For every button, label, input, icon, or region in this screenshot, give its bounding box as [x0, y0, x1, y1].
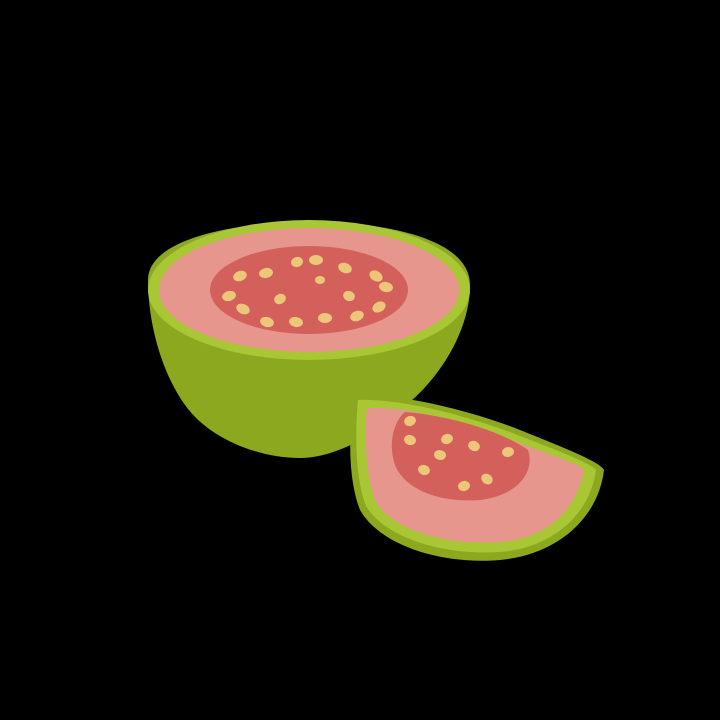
seed — [379, 281, 393, 293]
seed — [502, 446, 514, 458]
seed — [318, 313, 332, 323]
seed — [315, 276, 325, 284]
seed — [222, 290, 236, 302]
seed — [259, 267, 273, 279]
seed — [350, 310, 364, 322]
seed — [441, 433, 453, 445]
seed — [458, 480, 470, 492]
seed — [468, 440, 480, 452]
seed — [369, 270, 383, 282]
guava-wedge — [350, 395, 604, 561]
seed — [418, 464, 430, 476]
seed — [338, 262, 352, 274]
seed — [236, 303, 250, 315]
seed — [233, 270, 247, 282]
guava-wedge-core — [391, 412, 530, 501]
seed — [274, 293, 286, 305]
seed — [309, 255, 323, 265]
seed — [289, 316, 303, 328]
half-guava-core — [210, 246, 408, 334]
guava-wedge-seeds — [404, 415, 514, 492]
seed — [343, 290, 355, 302]
seed — [291, 256, 303, 268]
seed — [260, 316, 274, 328]
seed — [481, 473, 493, 485]
seed — [404, 415, 416, 427]
seed — [372, 301, 386, 313]
seed — [404, 434, 416, 446]
half-guava-seeds — [222, 255, 393, 328]
seed — [434, 449, 446, 461]
